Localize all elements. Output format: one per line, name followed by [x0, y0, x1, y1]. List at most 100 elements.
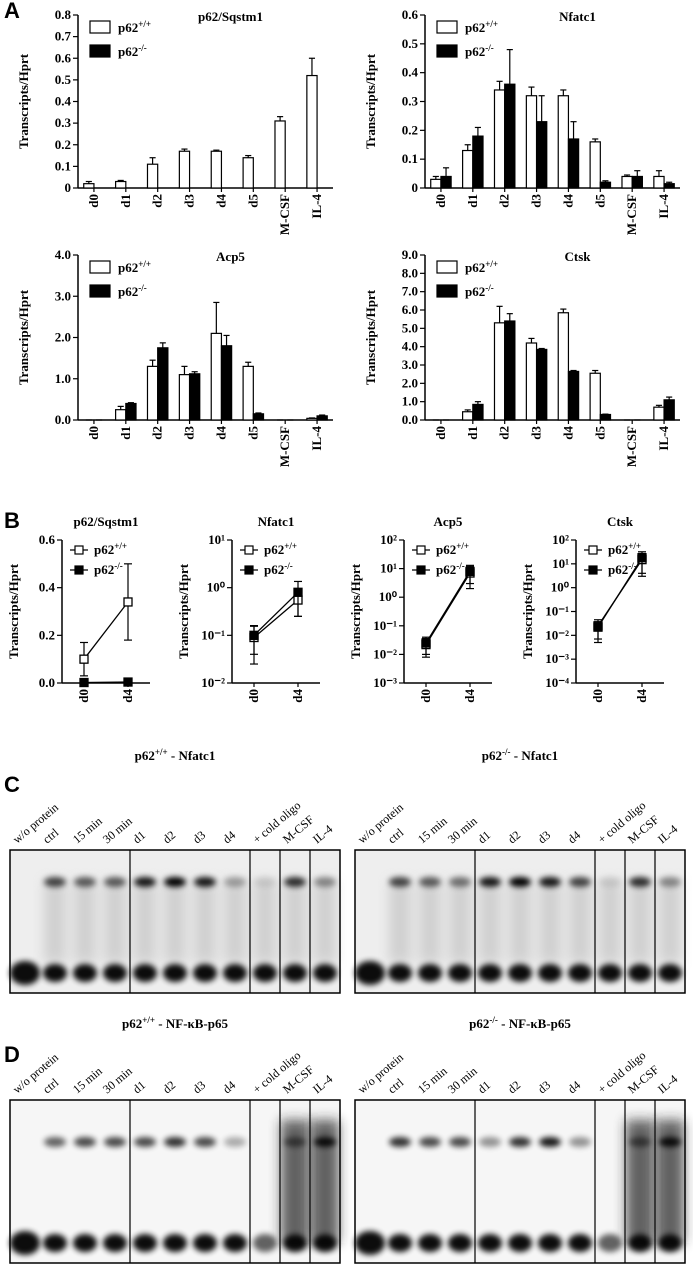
- y-tick-label: 0.4: [55, 94, 72, 109]
- lane-label: 30 min: [100, 1064, 135, 1096]
- gel: [354, 1099, 686, 1264]
- bar: [525, 342, 538, 421]
- y-tick-label: 0.2: [402, 122, 418, 137]
- marker: [79, 677, 89, 688]
- error-bar: [506, 313, 513, 321]
- lane-smear: [659, 880, 681, 963]
- series-line: [253, 591, 299, 636]
- panel-label: D: [4, 1042, 20, 1067]
- y-axis-label: Transcripts/Hprt: [16, 289, 31, 385]
- x-tick-label: d3: [529, 194, 544, 208]
- y-tick-label: 10¹: [552, 556, 569, 571]
- bar: [242, 157, 254, 189]
- gel-title: p62-/- - NF-κB-p65: [469, 1015, 571, 1031]
- series-line: [253, 599, 299, 639]
- x-tick-label: d4: [290, 689, 305, 703]
- series-line: [83, 601, 129, 660]
- bar: [462, 411, 474, 421]
- free-probe: [103, 1234, 127, 1252]
- free-probe: [133, 964, 157, 982]
- bar: [83, 183, 95, 189]
- lane-label: 15 min: [70, 1064, 105, 1096]
- free-probe: [448, 1234, 472, 1252]
- x-tick-label: d0: [86, 194, 101, 208]
- lane-label: IL-4: [310, 1072, 335, 1096]
- marker: [123, 597, 133, 607]
- y-tick-label: 1.0: [402, 394, 418, 409]
- chart-title: p62/Sqstm1: [73, 514, 138, 529]
- error-bar: [308, 57, 316, 76]
- gel-band: [479, 877, 501, 887]
- legend-marker: [244, 565, 254, 575]
- x-tick-label: d5: [245, 194, 260, 208]
- lane-label: IL-4: [310, 822, 335, 846]
- legend-label: p62-/-: [465, 43, 494, 59]
- free-probe: [313, 1234, 337, 1252]
- gel-band: [629, 1137, 651, 1147]
- error-bar: [538, 95, 545, 122]
- x-tick-label: d2: [497, 194, 512, 208]
- error-bar: [181, 365, 188, 375]
- y-tick-label: 10⁻³: [373, 675, 397, 690]
- gel-band: [509, 877, 531, 887]
- free-probe: [133, 1234, 157, 1252]
- x-tick-label: M-CSF: [624, 194, 639, 235]
- lane-label: ctrl: [385, 825, 407, 846]
- error-bar: [570, 121, 577, 139]
- gel-band: [224, 877, 246, 887]
- y-tick-label: 3.0: [402, 357, 418, 372]
- lane-smear: [539, 880, 561, 963]
- y-tick-label: 10⁻¹: [545, 604, 569, 619]
- lane-label: 15 min: [415, 814, 450, 846]
- gel-band: [569, 877, 591, 887]
- lane-label: d2: [160, 828, 178, 846]
- y-tick-label: 4.0: [402, 339, 418, 354]
- free-probe: [538, 1234, 562, 1252]
- marker: [421, 638, 431, 648]
- gel-band: [599, 877, 621, 887]
- series-line: [597, 557, 643, 628]
- free-probe: [223, 1234, 247, 1252]
- legend-marker: [244, 545, 254, 555]
- bar: [115, 180, 127, 189]
- bar: [525, 95, 538, 189]
- gel: [9, 1099, 341, 1264]
- error-bar: [634, 170, 641, 177]
- x-tick-label: d1: [465, 194, 480, 208]
- lane-label: d1: [130, 1078, 148, 1096]
- lane-label: d4: [220, 828, 238, 846]
- y-tick-label: 0.5: [55, 72, 72, 87]
- x-tick-label: d5: [592, 194, 607, 208]
- bar: [440, 175, 452, 189]
- error-bar: [223, 334, 230, 346]
- free-probe: [253, 1234, 277, 1252]
- y-tick-label: 10¹: [380, 561, 397, 576]
- lane-label: 30 min: [445, 1064, 480, 1096]
- gel-band: [104, 877, 126, 887]
- lane-smear: [419, 880, 441, 963]
- y-tick-label: 0.1: [402, 151, 418, 166]
- bar: [504, 320, 516, 421]
- bar: [210, 150, 223, 189]
- free-probe: [103, 964, 127, 982]
- error-bar: [213, 301, 220, 334]
- y-tick-label: 10¹: [208, 532, 225, 547]
- gel-band: [44, 877, 66, 887]
- x-tick-label: IL-4: [309, 194, 324, 219]
- legend-swatch: [436, 260, 458, 274]
- legend-label: p62+/+: [465, 19, 498, 35]
- panel-label: A: [4, 0, 20, 23]
- x-tick-label: d4: [560, 426, 575, 440]
- error-bar: [159, 342, 166, 348]
- x-tick-label: d0: [418, 689, 433, 703]
- free-probe: [538, 964, 562, 982]
- bar: [599, 413, 612, 421]
- gel-band: [569, 1137, 591, 1147]
- y-tick-label: 0.0: [402, 412, 418, 427]
- gel-band: [479, 1137, 501, 1147]
- x-tick-label: d0: [246, 689, 261, 703]
- x-tick-label: d4: [213, 194, 228, 208]
- x-tick-label: d2: [150, 426, 165, 440]
- lane-label: d1: [475, 1078, 493, 1096]
